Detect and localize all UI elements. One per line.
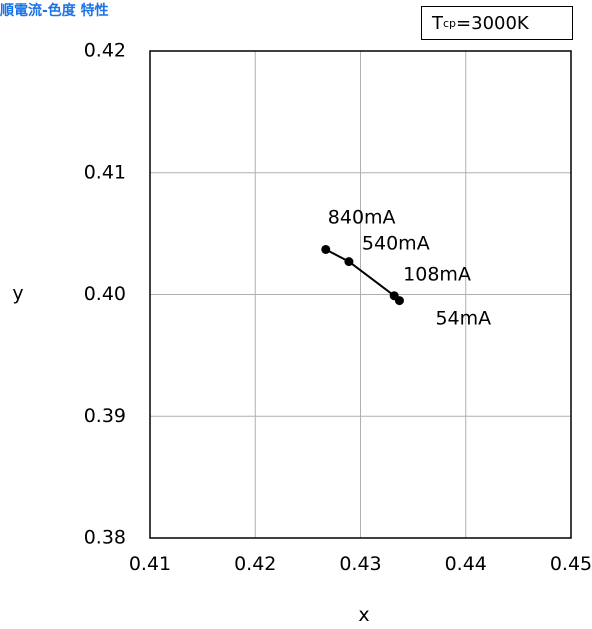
x-tick-label: 0.42 bbox=[234, 553, 276, 575]
y-tick-label: 0.42 bbox=[84, 40, 126, 62]
x-tick-label: 0.43 bbox=[339, 553, 381, 575]
point-label: 540mA bbox=[362, 233, 430, 255]
data-series bbox=[321, 244, 404, 306]
chart-title: 順電流-色度 特性 bbox=[0, 3, 109, 19]
condition-value: =3000K bbox=[456, 12, 529, 34]
y-tick-label: 0.38 bbox=[84, 527, 126, 549]
x-axis-label: x bbox=[358, 604, 369, 626]
data-point bbox=[394, 296, 404, 306]
data-point bbox=[321, 244, 331, 254]
y-tick-label: 0.41 bbox=[84, 161, 126, 183]
series-line bbox=[325, 248, 401, 302]
condition-subscript: cp bbox=[443, 16, 457, 30]
grid bbox=[150, 51, 571, 538]
condition-symbol: T bbox=[432, 12, 443, 34]
plot-frame bbox=[149, 50, 572, 539]
point-label: 840mA bbox=[328, 206, 396, 228]
y-axis-label: y bbox=[12, 283, 23, 305]
y-tick-label: 0.39 bbox=[84, 405, 126, 427]
x-tick-label: 0.44 bbox=[445, 553, 487, 575]
y-tick-label: 0.40 bbox=[84, 283, 126, 305]
point-labels: 840mA 540mA 108mA 54mA bbox=[328, 206, 491, 329]
data-point bbox=[344, 257, 354, 267]
x-tick-label: 0.41 bbox=[129, 553, 171, 575]
point-label: 54mA bbox=[435, 308, 491, 330]
x-tick-label: 0.45 bbox=[550, 553, 592, 575]
point-label: 108mA bbox=[403, 264, 471, 286]
tick-labels: 0.41 0.42 0.43 0.44 0.45 0.38 0.39 0.40 0.41 0.42 bbox=[84, 40, 592, 576]
